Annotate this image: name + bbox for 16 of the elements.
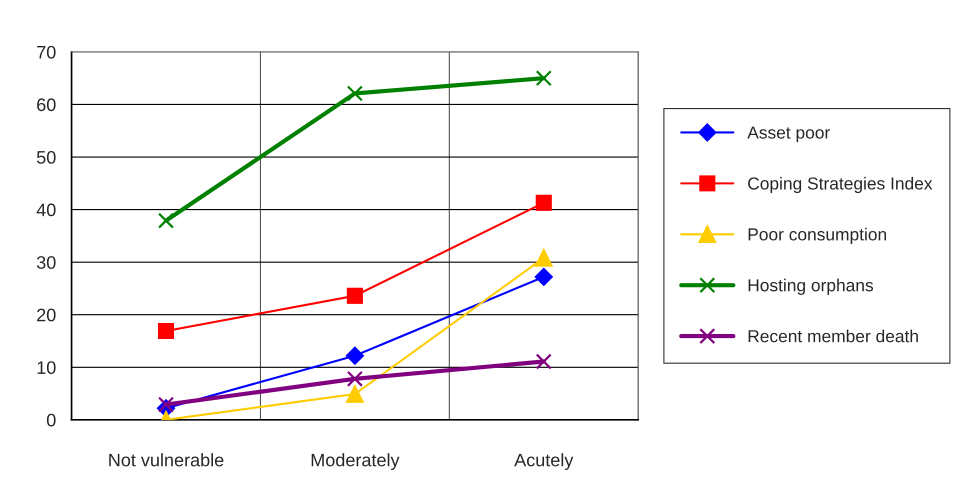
y-tick-label: 30 xyxy=(36,256,56,269)
y-tick-label: 20 xyxy=(37,308,56,322)
y-tick-label: 50 xyxy=(36,150,56,164)
y-tick-label: 70 xyxy=(37,46,56,59)
y-tick-label: 40 xyxy=(36,204,56,216)
y-tick-label: 0 xyxy=(46,414,56,427)
x-tick-label: Moderately xyxy=(312,453,400,470)
legend-label: Asset poor xyxy=(747,126,830,142)
legend-label: Hosting orphans xyxy=(748,278,874,295)
legend-label: Coping Strategies Index xyxy=(748,176,932,194)
legend-label: Recent member death xyxy=(748,330,918,342)
legend-label: Poor consumption xyxy=(748,228,886,244)
y-tick-label: 10 xyxy=(38,361,56,374)
x-tick-label: Acutely xyxy=(514,453,574,470)
y-tick-label: 60 xyxy=(37,98,56,112)
x-tick-label: Not vulnerable xyxy=(109,453,224,466)
